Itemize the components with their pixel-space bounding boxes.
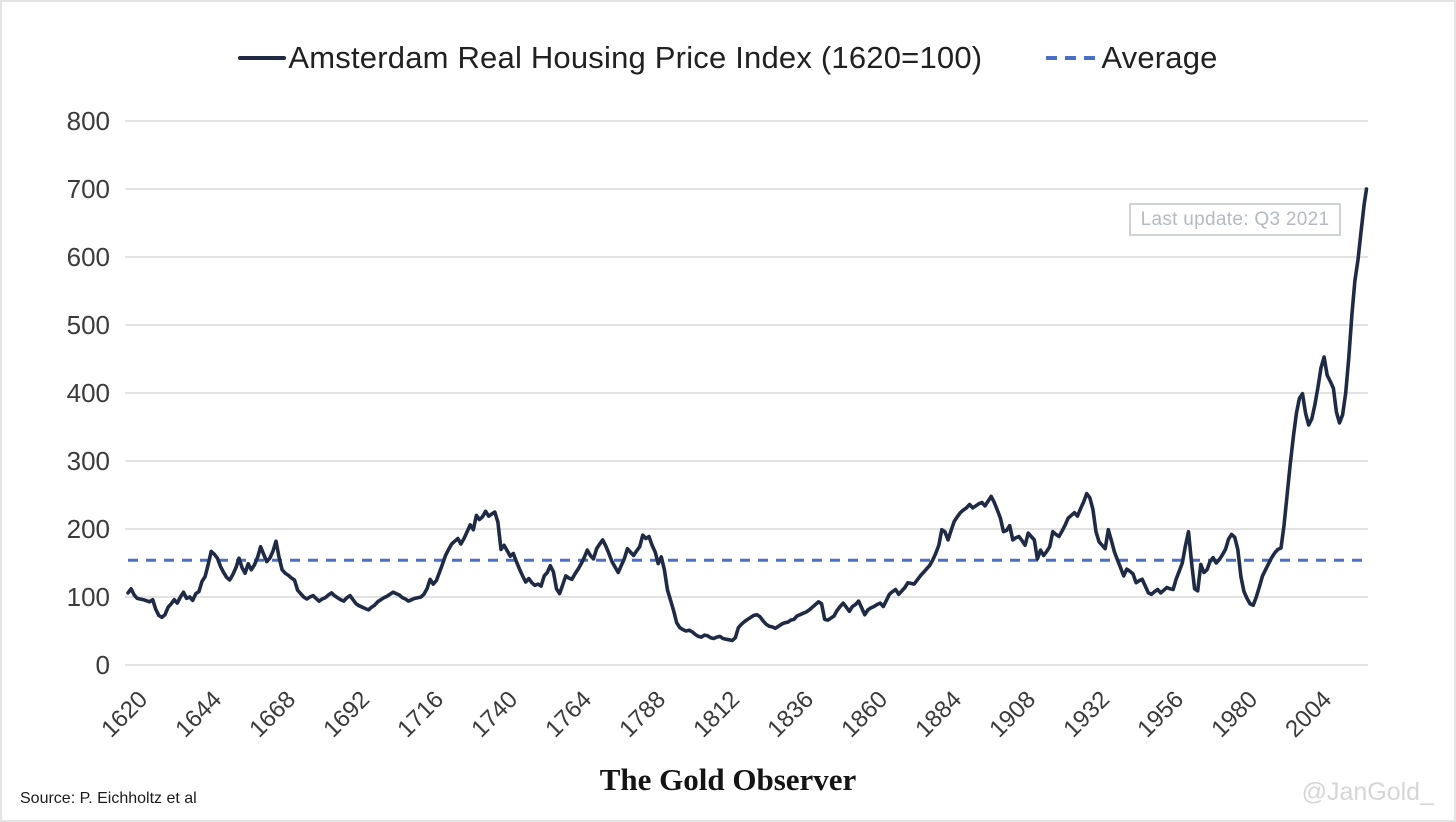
average-line-swatch-icon [1046, 56, 1099, 60]
brand-title: The Gold Observer [599, 762, 857, 797]
legend: Amsterdam Real Housing Price Index (1620… [0, 36, 1456, 80]
price-line-swatch-icon [238, 56, 287, 60]
price-index-line [126, 187, 1369, 643]
legend-label-price-index: Amsterdam Real Housing Price Index (1620… [288, 40, 983, 75]
y-tick-label: 200 [66, 514, 110, 544]
legend-label-average: Average [1101, 40, 1218, 75]
y-tick-label: 100 [66, 582, 110, 612]
twitter-handle: @JanGold_ [1301, 778, 1434, 806]
y-tick-label: 500 [66, 310, 110, 340]
y-tick-label: 800 [66, 106, 110, 136]
y-tick-label: 400 [66, 378, 110, 408]
y-tick-label: 0 [95, 650, 110, 680]
last-update-badge: Last update: Q3 2021 [1129, 203, 1341, 236]
source-credit: Source: P. Eichholtz et al [20, 790, 197, 807]
y-tick-label: 600 [66, 242, 110, 272]
y-tick-label: 700 [66, 174, 110, 204]
y-tick-label: 300 [66, 446, 110, 476]
